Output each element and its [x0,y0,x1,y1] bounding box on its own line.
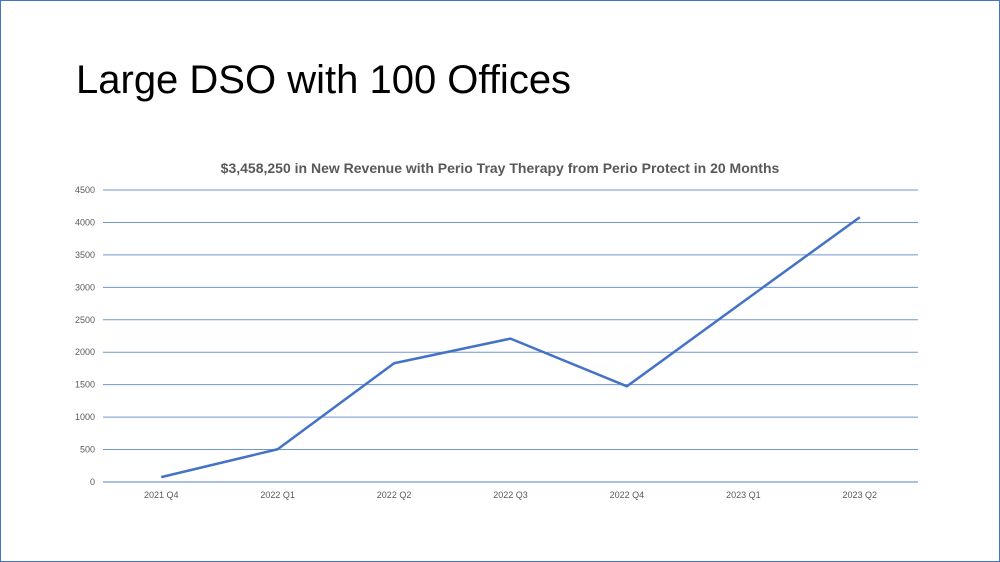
y-tick-label: 4500 [75,185,95,195]
y-tick-label: 0 [90,477,95,487]
x-tick-label: 2022 Q1 [260,490,295,500]
x-tick-label: 2022 Q4 [610,490,645,500]
y-tick-label: 500 [80,445,95,455]
y-tick-label: 2500 [75,315,95,325]
x-tick-label: 2022 Q3 [493,490,528,500]
y-tick-label: 2000 [75,347,95,357]
chart-title: $3,458,250 in New Revenue with Perio Tra… [220,160,780,176]
x-tick-label: 2022 Q2 [377,490,412,500]
y-tick-label: 3000 [75,282,95,292]
y-tick-label: 3500 [75,250,95,260]
y-tick-label: 1000 [75,412,95,422]
slide-title: Large DSO with 100 Offices [76,58,572,102]
y-tick-label: 1500 [75,380,95,390]
x-tick-label: 2023 Q2 [843,490,878,500]
x-tick-label: 2023 Q1 [726,490,761,500]
x-tick-label: 2021 Q4 [144,490,179,500]
y-tick-label: 4000 [75,217,95,227]
series-line [160,216,861,479]
